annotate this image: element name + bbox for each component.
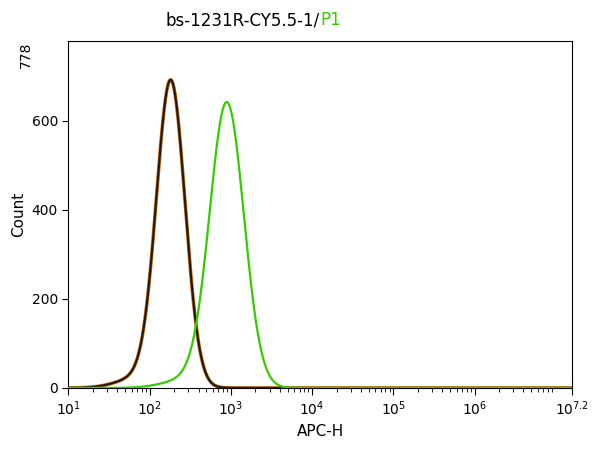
X-axis label: APC-H: APC-H bbox=[296, 424, 344, 439]
Text: P1: P1 bbox=[320, 11, 341, 29]
Text: bs-1231R-CY5.5-1/: bs-1231R-CY5.5-1/ bbox=[166, 11, 320, 29]
Text: 778: 778 bbox=[19, 41, 32, 68]
Y-axis label: Count: Count bbox=[11, 192, 26, 237]
